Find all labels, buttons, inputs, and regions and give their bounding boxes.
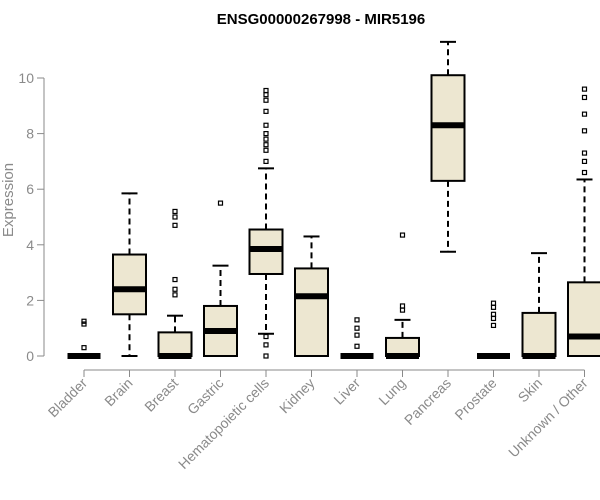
outlier-point xyxy=(263,147,269,153)
outlier-point xyxy=(172,222,178,228)
outlier-point xyxy=(172,276,178,283)
outlier-point xyxy=(581,86,588,92)
y-tick-label: 0 xyxy=(26,348,34,364)
outlier-point xyxy=(263,158,269,164)
y-axis: 0 2 4 6 8 10 xyxy=(18,70,45,364)
outlier-point xyxy=(263,136,269,142)
outlier-point xyxy=(581,111,588,117)
x-tick-label: Prostate xyxy=(451,375,499,423)
outlier-point xyxy=(263,108,269,114)
box-bladder xyxy=(67,318,101,359)
x-tick-label: Unknown / Other xyxy=(505,375,591,461)
outlier-point xyxy=(399,232,406,238)
outlier-point xyxy=(490,322,497,329)
box-gastric xyxy=(203,200,238,357)
outlier-point xyxy=(81,345,87,351)
box-body xyxy=(294,267,329,357)
box-unknown-other xyxy=(567,86,600,357)
box-liver xyxy=(340,317,374,359)
box-body xyxy=(112,253,147,316)
x-tick-label: Hematopoietic cells xyxy=(175,375,272,472)
y-tick-label: 8 xyxy=(26,126,34,142)
outlier-point xyxy=(490,304,497,310)
box-prostate xyxy=(477,300,510,359)
outlier-point xyxy=(263,122,269,128)
outlier-point xyxy=(581,128,588,134)
outlier-point xyxy=(263,142,269,148)
x-tick-label: Gastric xyxy=(184,375,227,418)
outlier-point xyxy=(263,92,269,98)
outlier-point xyxy=(263,87,269,94)
plot-area xyxy=(67,40,600,359)
x-tick-label: Lung xyxy=(375,375,408,408)
y-tick-label: 4 xyxy=(26,237,34,253)
x-tick-label: Kidney xyxy=(276,375,318,417)
outlier-point xyxy=(399,303,406,309)
x-tick-label: Skin xyxy=(515,375,546,406)
box-breast xyxy=(157,208,193,359)
box-lung xyxy=(385,232,420,359)
outlier-point xyxy=(81,318,87,324)
y-tick-label: 10 xyxy=(18,70,34,86)
box-kidney xyxy=(294,235,329,357)
outlier-point xyxy=(217,200,224,206)
outlier-point xyxy=(81,321,87,327)
box-skin xyxy=(521,252,557,359)
x-tick-label: Brain xyxy=(101,375,135,409)
outlier-point xyxy=(172,208,178,215)
box-body xyxy=(567,281,600,357)
y-axis-label: Expression xyxy=(0,163,17,237)
outlier-point xyxy=(263,131,269,137)
y-tick-label: 6 xyxy=(26,181,34,197)
x-tick-label: Pancreas xyxy=(401,375,454,428)
outlier-point xyxy=(263,333,269,340)
outlier-point xyxy=(263,342,269,348)
outlier-point xyxy=(354,317,360,323)
box-body xyxy=(157,331,193,357)
outlier-point xyxy=(490,300,497,306)
outlier-point xyxy=(581,150,588,156)
outlier-point xyxy=(263,97,269,103)
outlier-point xyxy=(354,343,360,349)
outlier-point xyxy=(490,315,497,322)
outlier-point xyxy=(172,292,178,298)
y-tick-label: 2 xyxy=(26,292,34,308)
outlier-point xyxy=(581,158,588,164)
outlier-point xyxy=(172,286,178,292)
outlier-point xyxy=(399,307,406,313)
x-tick-label: Breast xyxy=(141,375,181,415)
outlier-point xyxy=(581,169,588,176)
outlier-point xyxy=(263,353,269,359)
x-tick-label: Liver xyxy=(330,375,363,408)
box-pancreas xyxy=(430,40,466,253)
chart-title: ENSG00000267998 - MIR5196 xyxy=(217,11,425,28)
outlier-point xyxy=(581,94,588,101)
box-brain xyxy=(112,192,147,357)
outlier-point xyxy=(354,325,360,331)
box-body xyxy=(521,311,557,358)
outlier-point xyxy=(354,332,360,338)
outlier-point xyxy=(172,214,178,220)
outlier-point xyxy=(490,311,497,317)
box-hematopoietic-cells xyxy=(248,87,284,359)
x-tick-label: Bladder xyxy=(45,375,91,421)
